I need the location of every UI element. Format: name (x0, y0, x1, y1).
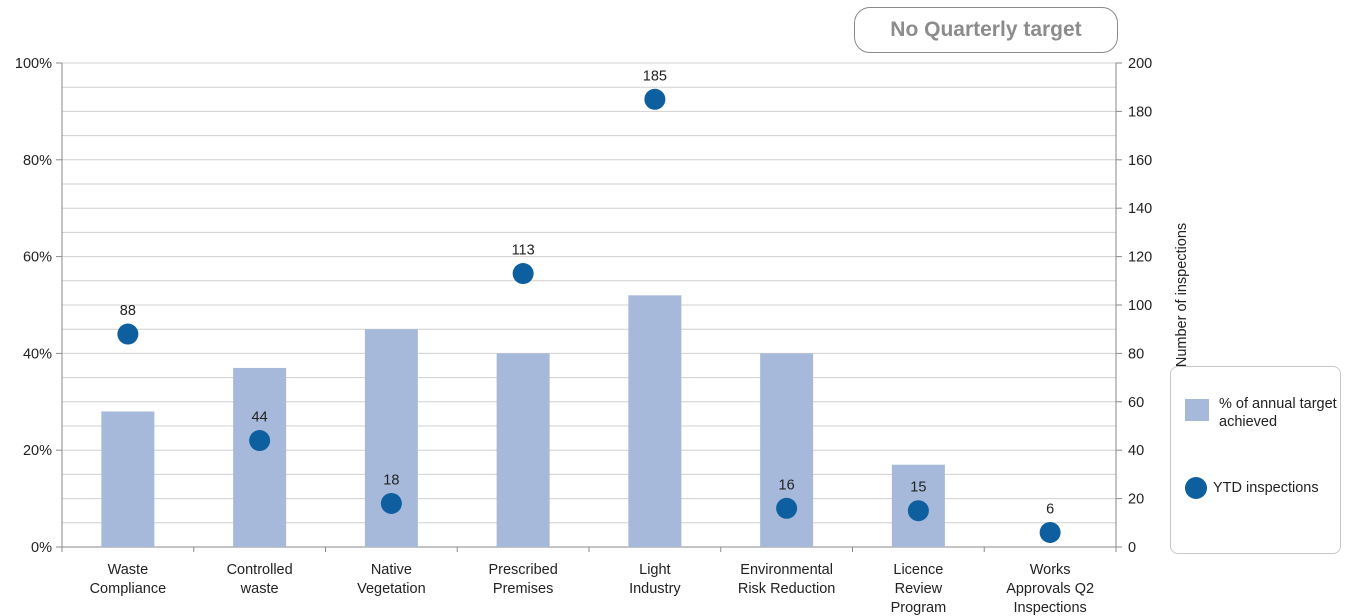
x-axis-category-label-line: Environmental (740, 562, 833, 578)
x-axis-category-label-line: Compliance (90, 581, 167, 597)
ytd-inspections-data-label: 6 (1046, 501, 1054, 517)
right-axis-title: Number of inspections (1174, 223, 1190, 367)
left-axis-tick-label: 100% (15, 56, 52, 72)
bar (496, 353, 550, 547)
bar (628, 295, 682, 547)
ytd-inspections-dot (117, 323, 139, 345)
right-axis-tick-label: 60 (1128, 395, 1144, 411)
right-axis-tick-label: 200 (1128, 56, 1152, 72)
x-axis-category-label-line: Industry (629, 581, 681, 597)
ytd-inspections-dot (644, 88, 666, 110)
left-axis-tick-label: 80% (23, 153, 52, 169)
x-axis-category-label: Controlled waste (227, 562, 293, 597)
x-axis-category-label-line: Review (895, 581, 943, 597)
x-axis-category-label: Prescribed Premises (488, 562, 557, 597)
ytd-inspections-dot (249, 430, 271, 452)
x-axis-category-label-line: Vegetation (357, 581, 426, 597)
legend-item-dot: YTD inspections (1185, 477, 1333, 499)
x-axis-category-label-line: Prescribed (488, 562, 557, 578)
legend: % of annual target achieved YTD inspecti… (1170, 366, 1341, 554)
x-axis-category-label-line: Approvals Q2 (1006, 581, 1094, 597)
right-axis-tick-label: 180 (1128, 104, 1152, 120)
legend-bar-label: % of annual target achieved (1219, 396, 1337, 430)
x-axis-category-label: Waste Compliance (90, 562, 167, 597)
right-axis-tick-label: 80 (1128, 346, 1144, 362)
left-axis-tick-label: 60% (23, 250, 52, 266)
x-axis-category-label-line: Licence (893, 562, 943, 578)
x-axis-category-label-line: Waste (108, 562, 149, 578)
right-axis-tick-label: 0 (1128, 540, 1136, 556)
x-axis-category-label: Environmental Risk Reduction (738, 562, 836, 597)
no-quarterly-target-badge: No Quarterly target (854, 7, 1118, 53)
x-axis-category-label-line: Inspections (1013, 600, 1086, 616)
bar (233, 367, 287, 547)
right-axis-tick-label: 20 (1128, 492, 1144, 508)
legend-bar-swatch (1185, 399, 1209, 421)
legend-dot-label: YTD inspections (1213, 480, 1319, 496)
ytd-inspections-dot (380, 492, 402, 514)
ytd-inspections-data-label: 18 (383, 472, 399, 488)
right-axis-tick-label: 140 (1128, 201, 1152, 217)
x-axis-category-label-line: Risk Reduction (738, 581, 836, 597)
ytd-inspections-dot (1039, 521, 1061, 543)
right-axis-tick-label: 40 (1128, 443, 1144, 459)
x-axis-category-label: Licence Review Program (891, 562, 947, 616)
x-axis-category-label-line: Works (1030, 562, 1071, 578)
x-axis-category-label-line: Controlled (227, 562, 293, 578)
left-axis-tick-label: 0% (31, 540, 52, 556)
left-axis-tick-label: 40% (23, 346, 52, 362)
ytd-inspections-data-label: 113 (512, 243, 535, 259)
x-axis-category-label-line: Program (891, 600, 947, 616)
x-axis-category-label-line: Light (639, 562, 670, 578)
x-axis-category-label: Works Approvals Q2 Inspections (1006, 562, 1094, 616)
right-axis-tick-label: 120 (1128, 250, 1152, 266)
legend-item-bar: % of annual target achieved (1185, 395, 1339, 431)
x-axis-category-label: Light Industry (629, 562, 681, 597)
left-axis-tick-label: 20% (23, 443, 52, 459)
x-axis-category-label-line: Native (371, 562, 412, 578)
ytd-inspections-data-label: 15 (910, 480, 926, 496)
ytd-inspections-data-label: 44 (252, 410, 268, 426)
ytd-inspections-dot (776, 497, 798, 519)
x-axis-category-label: Native Vegetation (357, 562, 426, 597)
right-axis-tick-label: 160 (1128, 153, 1152, 169)
legend-dot-swatch (1185, 477, 1207, 499)
bar (101, 411, 155, 547)
ytd-inspections-data-label: 185 (643, 68, 667, 84)
right-axis-tick-label: 100 (1128, 298, 1152, 314)
ytd-inspections-data-label: 88 (120, 303, 136, 319)
x-axis-category-label-line: waste (240, 581, 279, 597)
x-axis-category-label-line: Premises (493, 581, 553, 597)
bar (364, 329, 418, 547)
ytd-inspections-dot (907, 500, 929, 522)
ytd-inspections-data-label: 16 (779, 477, 795, 493)
ytd-inspections-dot (512, 263, 534, 285)
